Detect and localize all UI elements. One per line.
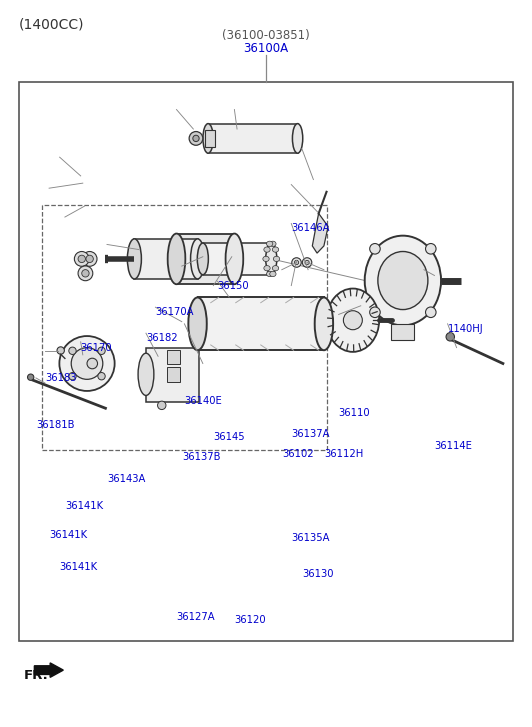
Ellipse shape [98,372,105,380]
Text: 36102: 36102 [282,449,313,459]
Ellipse shape [193,135,199,142]
Ellipse shape [82,252,97,266]
Ellipse shape [327,289,379,352]
Ellipse shape [69,372,76,380]
Ellipse shape [266,243,277,275]
Text: 36112H: 36112H [324,449,363,459]
Ellipse shape [98,347,105,355]
Bar [19,82,513,641]
Text: 36145: 36145 [213,432,245,442]
Text: 36170: 36170 [81,342,112,353]
Ellipse shape [127,239,142,279]
Ellipse shape [267,271,273,276]
Ellipse shape [446,332,454,341]
Ellipse shape [365,236,441,326]
Ellipse shape [60,336,115,391]
Text: 36137B: 36137B [182,452,220,462]
Ellipse shape [138,353,154,395]
Ellipse shape [370,307,380,318]
Ellipse shape [294,260,298,265]
Ellipse shape [426,307,436,318]
Text: 36150: 36150 [218,281,249,291]
Text: 36140E: 36140E [185,396,222,406]
Text: 36181B: 36181B [36,419,74,430]
Text: 36127A: 36127A [177,612,215,622]
Ellipse shape [302,258,312,268]
Ellipse shape [190,239,205,279]
Ellipse shape [82,270,89,277]
Ellipse shape [74,252,89,266]
Ellipse shape [168,233,185,284]
Ellipse shape [71,348,103,379]
Text: 36182: 36182 [146,333,178,343]
Ellipse shape [264,265,270,271]
Text: 36141K: 36141K [65,501,103,510]
Text: 36141K: 36141K [49,530,87,540]
Ellipse shape [270,271,276,276]
Ellipse shape [87,358,97,369]
Ellipse shape [157,401,166,409]
Ellipse shape [267,241,273,246]
Ellipse shape [305,260,309,265]
Text: 1140HJ: 1140HJ [447,324,483,334]
Ellipse shape [264,247,270,252]
Text: 36120: 36120 [235,614,266,624]
Ellipse shape [203,124,213,153]
Ellipse shape [272,247,279,252]
Text: 36114E: 36114E [435,441,472,451]
Bar [167,350,180,364]
Bar [42,205,327,450]
Ellipse shape [343,310,362,330]
Text: FR.: FR. [24,669,48,682]
Ellipse shape [69,347,76,355]
Ellipse shape [378,252,428,310]
Ellipse shape [28,374,34,380]
Text: 36146A: 36146A [291,223,330,233]
Ellipse shape [315,297,333,350]
Text: (36100-03851): (36100-03851) [222,30,310,42]
Text: 36100A: 36100A [244,41,288,55]
Ellipse shape [226,233,243,284]
Ellipse shape [57,347,64,354]
Bar [205,129,215,147]
Ellipse shape [78,255,86,262]
Ellipse shape [270,241,276,246]
Text: 36110: 36110 [339,408,370,417]
Ellipse shape [292,258,301,268]
Text: 36170A: 36170A [155,307,194,316]
Text: 36143A: 36143A [107,474,145,484]
Ellipse shape [189,132,203,145]
Text: (1400CC): (1400CC) [19,17,84,32]
Ellipse shape [272,265,279,271]
Bar [203,243,271,275]
Text: 36137A: 36137A [291,429,330,439]
Bar [392,324,414,340]
Ellipse shape [370,244,380,254]
Text: 36141K: 36141K [60,562,98,572]
Ellipse shape [86,255,93,262]
Ellipse shape [188,297,207,350]
Polygon shape [35,663,63,678]
Text: 36135A: 36135A [291,533,330,543]
Ellipse shape [263,256,269,262]
Bar [208,124,297,153]
Text: 36130: 36130 [302,569,334,579]
Bar [135,239,197,279]
Text: 36183: 36183 [45,373,77,383]
Ellipse shape [426,244,436,254]
Bar [197,297,324,350]
Ellipse shape [293,124,303,153]
Ellipse shape [273,256,280,262]
Ellipse shape [78,266,93,281]
Polygon shape [312,214,328,253]
Ellipse shape [197,243,209,275]
Bar [146,348,198,402]
Bar [177,233,235,284]
Bar [167,367,180,382]
